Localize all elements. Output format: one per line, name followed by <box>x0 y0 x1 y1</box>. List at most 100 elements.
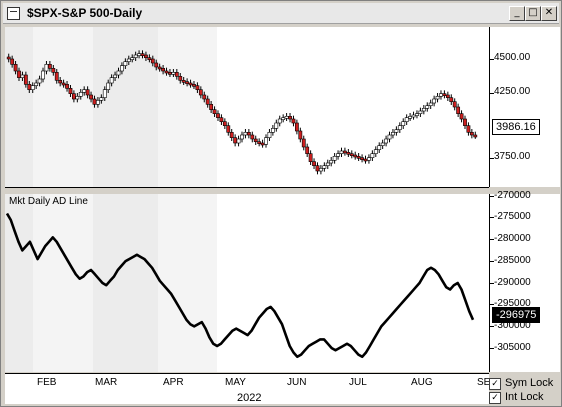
month-label: JUL <box>349 377 367 388</box>
price-y-axis: 4500.00 4250.00 3750.00 3986.16 <box>489 27 560 187</box>
candle-body <box>384 138 388 144</box>
window-title: $SPX-S&P 500-Daily <box>27 6 143 20</box>
candle-body <box>198 89 203 96</box>
ad-tick: -285000 <box>494 255 531 266</box>
candle-body <box>37 78 42 84</box>
title-bar[interactable]: $SPX-S&P 500-Daily _ □ ✕ <box>3 3 559 24</box>
sym-lock-checkbox[interactable]: ✓ Sym Lock <box>489 377 559 391</box>
candle-body <box>291 118 296 124</box>
candle-body <box>469 132 474 136</box>
candle-body <box>421 108 426 112</box>
candle-body <box>130 57 135 60</box>
candle-body <box>233 137 238 144</box>
candle-body <box>394 129 399 133</box>
candle-body <box>428 102 433 106</box>
candle-body <box>147 57 152 60</box>
candle-body <box>157 66 162 70</box>
minimize-button[interactable]: _ <box>509 6 525 21</box>
candle-body <box>442 93 447 96</box>
candle-body <box>463 118 467 126</box>
candle-body <box>188 82 193 86</box>
candle-body <box>270 128 275 133</box>
candle-body <box>415 113 419 116</box>
candle-body <box>264 137 268 145</box>
candle-body <box>23 74 28 85</box>
candle-body <box>452 101 457 108</box>
candle-body <box>353 154 358 158</box>
candle-body <box>363 158 368 162</box>
candle-body <box>185 81 190 84</box>
candle-body <box>144 54 148 58</box>
candle-body <box>243 132 248 136</box>
sym-lock-label: Sym Lock <box>505 377 554 389</box>
candle-body <box>288 116 292 120</box>
indicator-title: Mkt Daily AD Line <box>9 196 88 207</box>
candle-body <box>308 153 313 162</box>
candle-body <box>332 156 337 161</box>
candle-body <box>274 122 279 129</box>
ad-tick: -295000 <box>494 298 531 309</box>
maximize-button[interactable]: □ <box>525 6 541 21</box>
price-panel[interactable] <box>5 27 489 188</box>
candle-body <box>92 98 97 105</box>
candle-body <box>284 116 289 119</box>
candle-body <box>253 138 258 142</box>
candle-body <box>281 117 286 120</box>
candle-body <box>102 89 107 98</box>
candle-body <box>298 130 303 140</box>
month-label: JUN <box>287 377 307 388</box>
candle-body <box>202 94 207 100</box>
candle-body <box>277 118 282 124</box>
candle-body <box>17 70 21 78</box>
ad-tick: -290000 <box>494 277 531 288</box>
ad-line-chart[interactable] <box>5 194 489 372</box>
price-tick: 3750.00 <box>494 151 531 162</box>
candle-body <box>116 70 121 76</box>
candle-body <box>387 134 392 140</box>
month-label: MAY <box>225 377 246 388</box>
candle-body <box>113 74 117 78</box>
candle-body <box>154 62 159 68</box>
price-chart[interactable] <box>5 27 489 187</box>
candle-body <box>397 125 402 130</box>
candle-body <box>71 93 76 100</box>
candle-body <box>294 122 299 132</box>
candle-body <box>367 157 371 161</box>
candle-body <box>41 70 45 80</box>
candle-body <box>171 72 176 75</box>
ad-tick: -275000 <box>494 211 531 222</box>
candle-body <box>209 104 214 110</box>
candle-body <box>161 68 165 72</box>
candle-body <box>34 82 39 86</box>
candle-body <box>123 61 128 66</box>
candle-body <box>360 157 364 160</box>
window-menu-icon[interactable] <box>7 7 20 20</box>
candle-body <box>109 77 114 84</box>
candle-body <box>164 70 169 74</box>
indicator-panel[interactable]: Mkt Daily AD Line <box>5 194 489 372</box>
candle-body <box>336 153 340 157</box>
ad-tick: -270000 <box>494 190 531 201</box>
candle-body <box>418 110 423 114</box>
candle-body <box>51 68 56 73</box>
ad-tick: -300000 <box>494 320 531 331</box>
candle-body <box>174 72 179 77</box>
month-label: APR <box>163 377 184 388</box>
candle-body <box>216 113 220 118</box>
month-label: FEB <box>37 377 57 388</box>
price-tick: 4500.00 <box>494 52 531 63</box>
candle-body <box>380 142 385 146</box>
price-tick: 4250.00 <box>494 86 531 97</box>
candle-body <box>75 96 80 100</box>
candle-body <box>30 85 35 90</box>
sym-lock-check-icon[interactable]: ✓ <box>489 378 501 390</box>
candle-body <box>54 72 59 81</box>
int-lock-check-icon[interactable]: ✓ <box>489 392 501 404</box>
candle-body <box>319 168 323 172</box>
candle-body <box>401 121 406 126</box>
int-lock-checkbox[interactable]: ✓ Int Lock <box>489 391 559 405</box>
candle-body <box>68 88 73 94</box>
ad-series-line <box>5 212 475 359</box>
candle-body <box>226 125 231 133</box>
close-button[interactable]: ✕ <box>541 6 557 21</box>
